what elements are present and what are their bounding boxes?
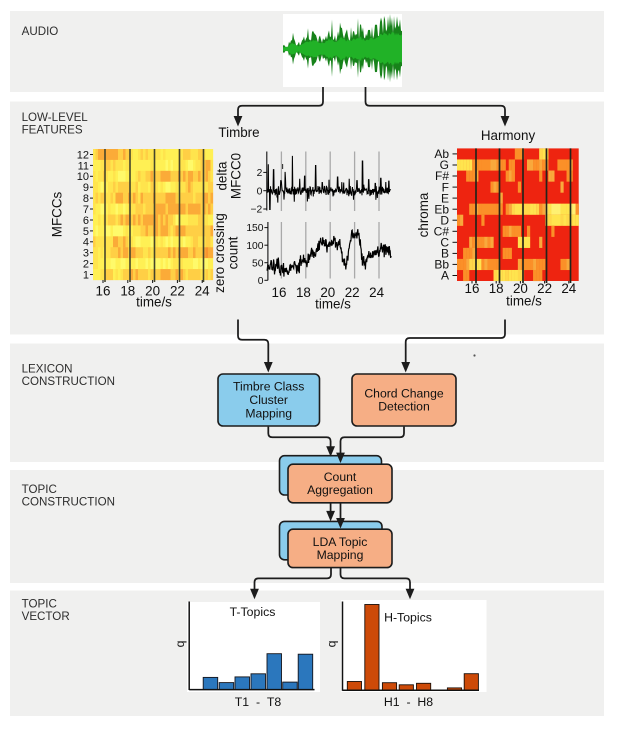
svg-text:3: 3 bbox=[83, 248, 89, 260]
svg-text:Count: Count bbox=[324, 470, 357, 484]
svg-text:0: 0 bbox=[257, 186, 263, 197]
svg-text:G: G bbox=[440, 158, 449, 172]
svg-text:zero crossing: zero crossing bbox=[212, 213, 227, 293]
svg-text:Aggregation: Aggregation bbox=[307, 483, 373, 497]
svg-text:AUDIO: AUDIO bbox=[22, 25, 59, 38]
svg-text:0: 0 bbox=[258, 276, 264, 287]
svg-text:50: 50 bbox=[252, 258, 264, 269]
svg-text:H-Topics: H-Topics bbox=[384, 611, 432, 625]
svg-text:q: q bbox=[173, 640, 187, 647]
svg-text:24: 24 bbox=[369, 285, 384, 300]
svg-text:A: A bbox=[441, 269, 449, 283]
svg-text:10: 10 bbox=[77, 171, 89, 183]
svg-text:TOPIC: TOPIC bbox=[22, 483, 57, 496]
svg-text:H1 - H8: H1 - H8 bbox=[384, 695, 433, 709]
svg-text:Mapping: Mapping bbox=[245, 406, 292, 420]
svg-text:Detection: Detection bbox=[378, 400, 430, 414]
svg-text:time/s: time/s bbox=[315, 297, 351, 312]
svg-text:100: 100 bbox=[246, 241, 263, 252]
svg-text:T-Topics: T-Topics bbox=[230, 605, 276, 619]
svg-text:q: q bbox=[325, 640, 339, 647]
svg-text:FEATURES: FEATURES bbox=[22, 123, 83, 136]
svg-text:4: 4 bbox=[83, 237, 89, 249]
svg-text:22: 22 bbox=[537, 281, 552, 296]
svg-text:20: 20 bbox=[513, 281, 528, 296]
svg-text:12: 12 bbox=[77, 149, 89, 161]
svg-text:16: 16 bbox=[465, 281, 480, 296]
svg-text:Ab: Ab bbox=[434, 147, 449, 161]
svg-text:C: C bbox=[440, 236, 449, 250]
svg-text:24: 24 bbox=[561, 281, 576, 296]
svg-text:20: 20 bbox=[320, 285, 335, 300]
svg-text:Cluster: Cluster bbox=[249, 393, 288, 407]
svg-text:7: 7 bbox=[83, 204, 89, 216]
svg-text:Timbre Class: Timbre Class bbox=[233, 380, 304, 394]
svg-text:−2: −2 bbox=[251, 205, 263, 216]
svg-text:16: 16 bbox=[96, 284, 111, 299]
svg-text:18: 18 bbox=[296, 285, 311, 300]
svg-text:E: E bbox=[441, 191, 449, 205]
svg-text:LDA Topic: LDA Topic bbox=[313, 535, 368, 549]
svg-text:count: count bbox=[226, 236, 241, 269]
svg-text:LOW-LEVEL: LOW-LEVEL bbox=[22, 111, 89, 124]
svg-text:6: 6 bbox=[83, 215, 89, 227]
svg-text:TOPIC: TOPIC bbox=[22, 597, 57, 610]
svg-text:CONSTRUCTION: CONSTRUCTION bbox=[22, 496, 115, 509]
svg-text:D: D bbox=[440, 213, 449, 227]
svg-text:2: 2 bbox=[83, 259, 89, 271]
svg-text:150: 150 bbox=[246, 223, 263, 234]
svg-text:F#: F# bbox=[435, 169, 449, 183]
svg-text:24: 24 bbox=[195, 284, 210, 299]
svg-text:MFCC0: MFCC0 bbox=[229, 153, 244, 199]
svg-text:Harmony: Harmony bbox=[481, 128, 536, 143]
svg-text:chroma: chroma bbox=[416, 192, 431, 237]
svg-text:T1 - T8: T1 - T8 bbox=[235, 695, 282, 709]
svg-text:16: 16 bbox=[272, 285, 287, 300]
svg-text:MFCCs: MFCCs bbox=[50, 192, 65, 238]
svg-text:Timbre: Timbre bbox=[218, 125, 259, 140]
svg-text:22: 22 bbox=[345, 285, 360, 300]
svg-text:18: 18 bbox=[489, 281, 504, 296]
svg-text:Mapping: Mapping bbox=[317, 548, 364, 562]
svg-text:C#: C# bbox=[434, 225, 450, 239]
svg-text:F: F bbox=[442, 180, 449, 194]
svg-text:CONSTRUCTION: CONSTRUCTION bbox=[22, 375, 115, 388]
svg-text:9: 9 bbox=[83, 182, 89, 194]
svg-text:Bb: Bb bbox=[434, 258, 449, 272]
svg-text:time/s: time/s bbox=[136, 295, 172, 310]
svg-text:22: 22 bbox=[170, 284, 185, 299]
svg-text:11: 11 bbox=[78, 160, 89, 172]
svg-text:Eb: Eb bbox=[434, 202, 449, 216]
svg-text:Chord Change: Chord Change bbox=[364, 386, 443, 400]
svg-text:5: 5 bbox=[83, 226, 89, 238]
svg-text:18: 18 bbox=[120, 284, 135, 299]
svg-text:2: 2 bbox=[257, 168, 263, 179]
svg-text:delta: delta bbox=[215, 161, 230, 191]
svg-text:VECTOR: VECTOR bbox=[22, 610, 70, 623]
svg-text:1: 1 bbox=[83, 269, 89, 281]
svg-text:LEXICON: LEXICON bbox=[22, 363, 73, 376]
svg-text:8: 8 bbox=[83, 193, 89, 205]
svg-text:20: 20 bbox=[145, 284, 160, 299]
svg-text:B: B bbox=[441, 247, 449, 261]
svg-text:time/s: time/s bbox=[506, 294, 542, 309]
